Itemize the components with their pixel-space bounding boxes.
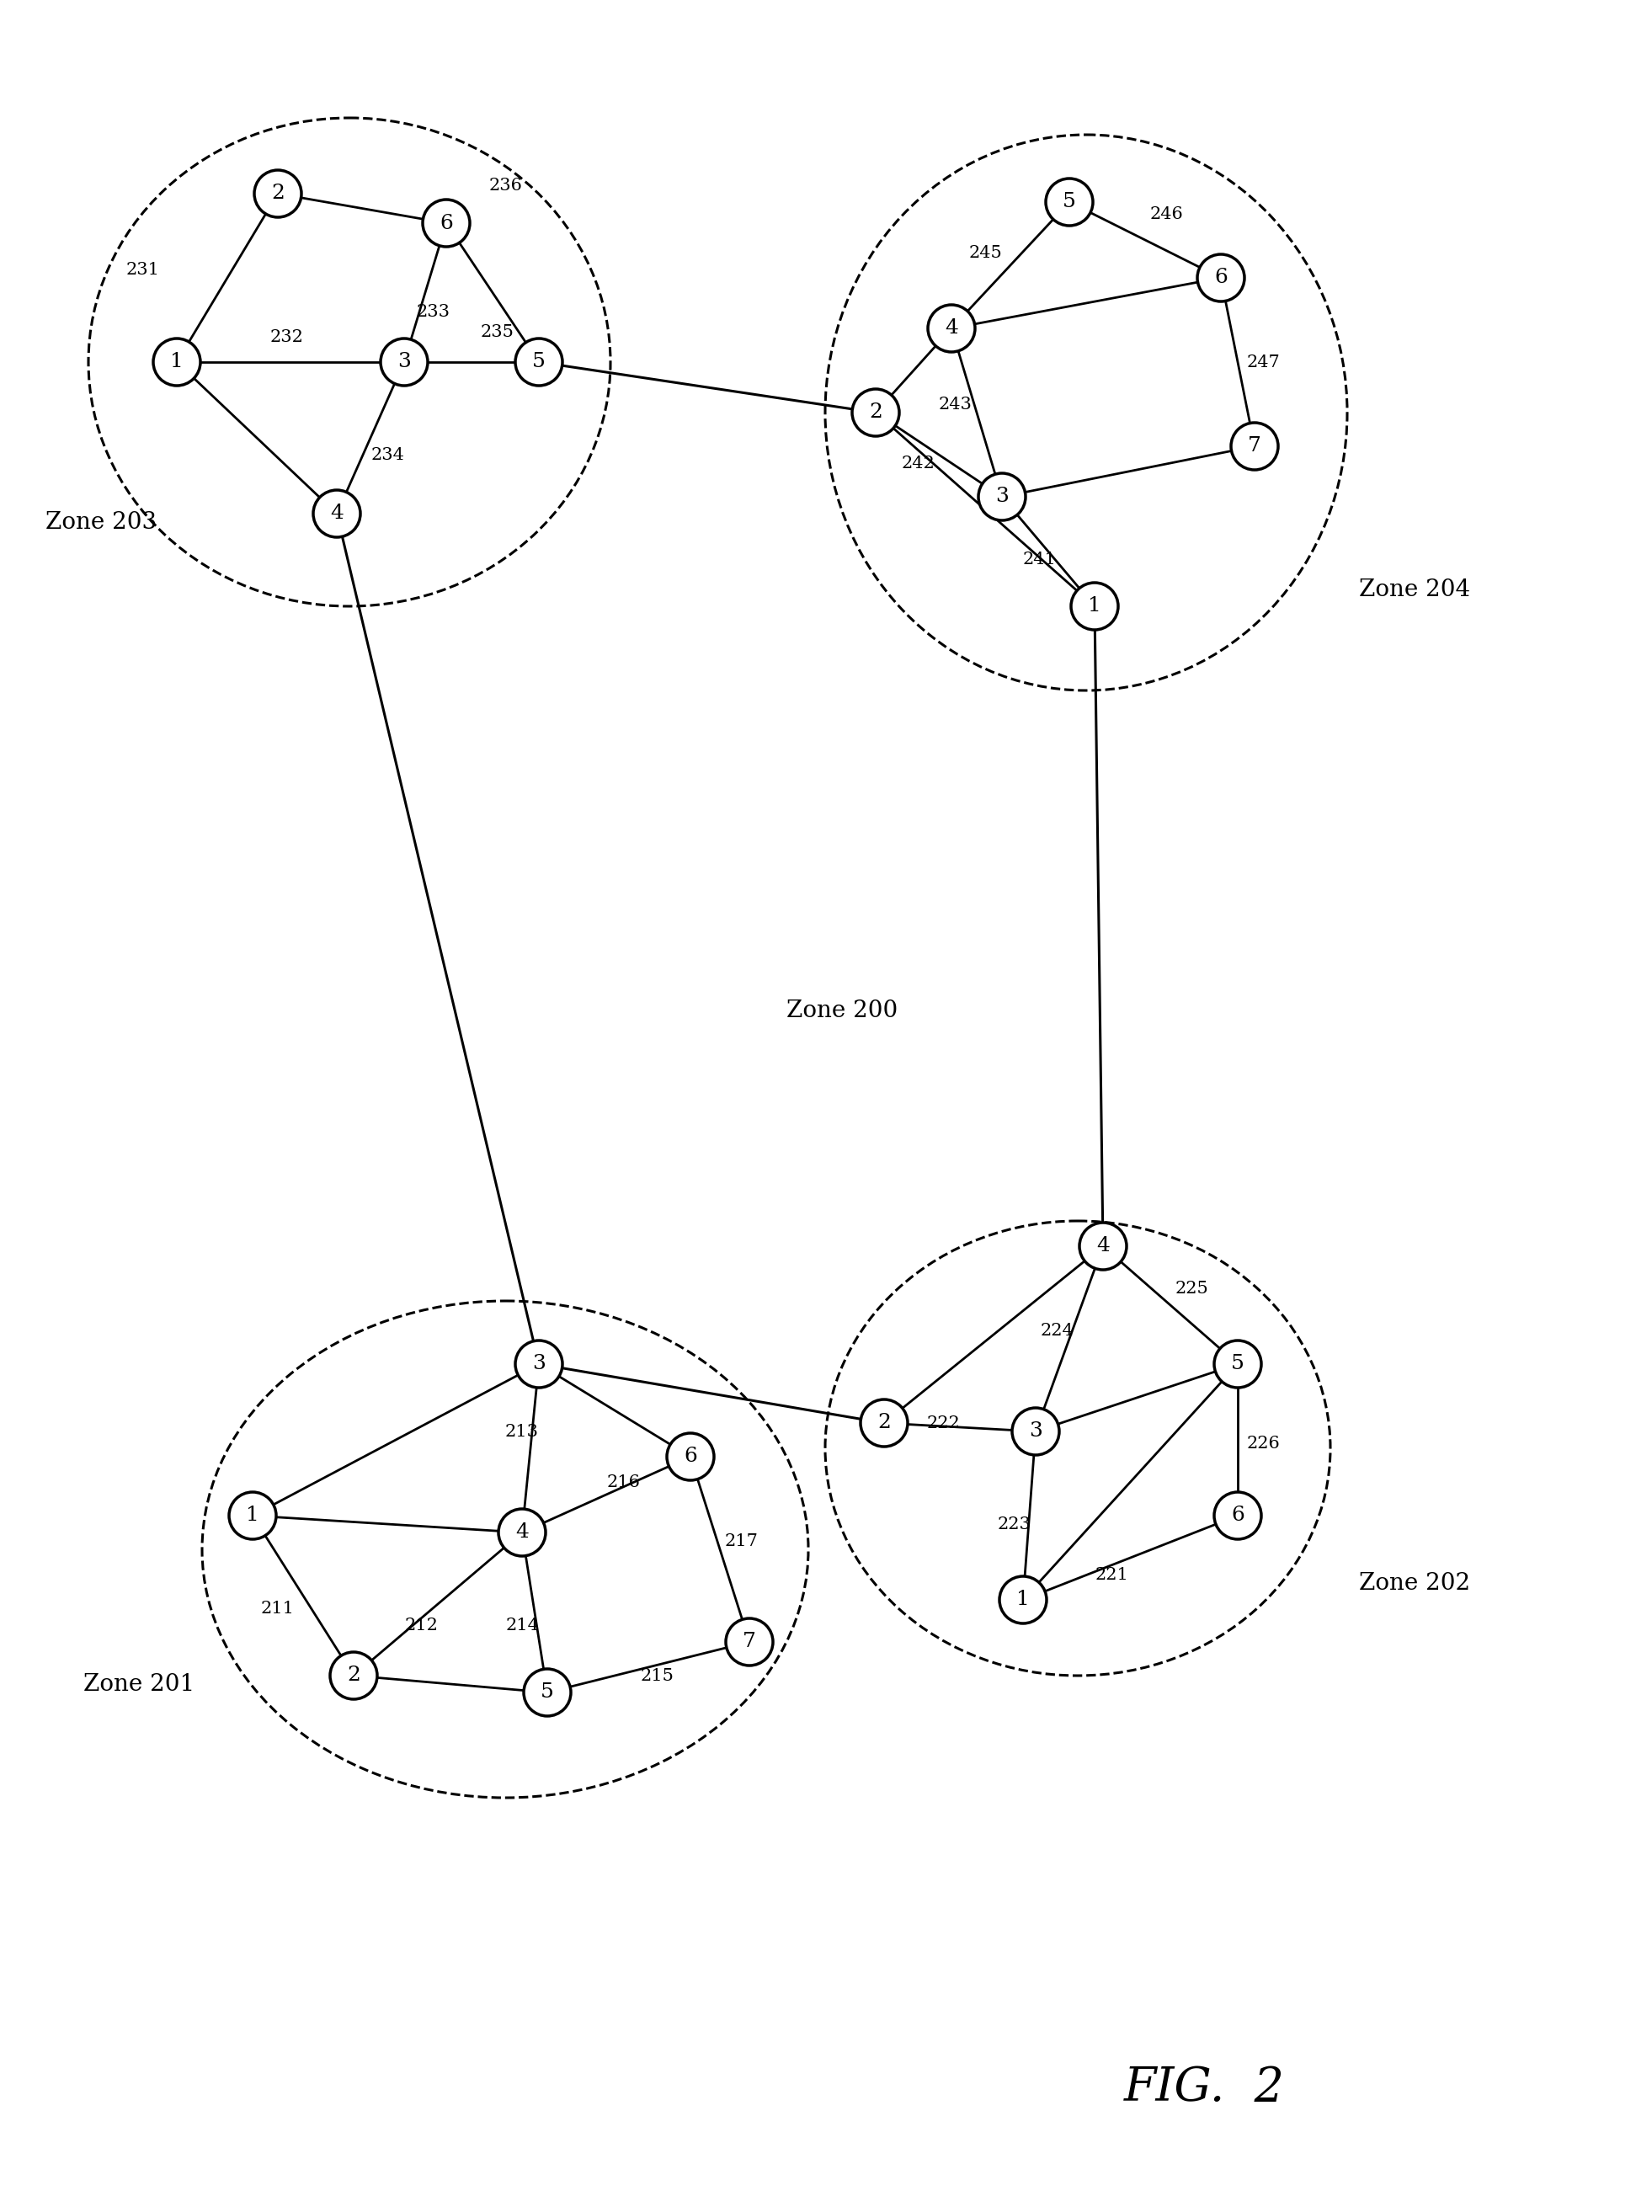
Text: Zone 200: Zone 200 [786, 1000, 897, 1022]
Text: 242: 242 [900, 456, 935, 471]
Circle shape [1046, 179, 1094, 226]
Text: 2: 2 [271, 184, 284, 204]
Circle shape [154, 338, 200, 385]
Circle shape [978, 473, 1026, 520]
Text: 4: 4 [1097, 1237, 1110, 1256]
Circle shape [852, 389, 899, 436]
Text: 7: 7 [743, 1632, 757, 1652]
Text: 5: 5 [540, 1683, 553, 1703]
Text: 217: 217 [724, 1533, 758, 1548]
Text: 234: 234 [370, 447, 405, 462]
Text: 6: 6 [439, 212, 453, 232]
Text: 2: 2 [877, 1413, 890, 1433]
Text: 1: 1 [1016, 1590, 1029, 1610]
Text: 247: 247 [1246, 354, 1280, 369]
Circle shape [667, 1433, 714, 1480]
Text: 6: 6 [1214, 268, 1227, 288]
Text: FIG.  2: FIG. 2 [1123, 2066, 1284, 2110]
Text: 216: 216 [606, 1473, 639, 1491]
Text: 214: 214 [506, 1617, 539, 1632]
Circle shape [1214, 1493, 1262, 1540]
Text: 3: 3 [1029, 1422, 1042, 1442]
Circle shape [499, 1509, 545, 1555]
Text: 235: 235 [481, 325, 514, 341]
Text: 6: 6 [684, 1447, 697, 1467]
Text: 221: 221 [1095, 1566, 1128, 1582]
Circle shape [1198, 254, 1244, 301]
Text: 1: 1 [246, 1506, 259, 1526]
Circle shape [380, 338, 428, 385]
Text: 243: 243 [938, 396, 973, 411]
Circle shape [515, 1340, 562, 1387]
Text: 3: 3 [995, 487, 1009, 507]
Text: 3: 3 [398, 352, 411, 372]
Text: Zone 203: Zone 203 [45, 511, 157, 533]
Circle shape [928, 305, 975, 352]
Circle shape [254, 170, 301, 217]
Text: 246: 246 [1150, 206, 1183, 223]
Circle shape [524, 1668, 572, 1717]
Text: 2: 2 [347, 1666, 360, 1686]
Circle shape [1231, 422, 1279, 469]
Circle shape [423, 199, 469, 248]
Text: 2: 2 [869, 403, 882, 422]
Text: 224: 224 [1041, 1323, 1074, 1338]
Text: 223: 223 [998, 1515, 1031, 1533]
Circle shape [1214, 1340, 1262, 1387]
Text: Zone 202: Zone 202 [1360, 1573, 1470, 1595]
Text: 226: 226 [1246, 1436, 1280, 1451]
Text: 222: 222 [927, 1416, 960, 1431]
Text: 3: 3 [532, 1354, 545, 1374]
Text: 5: 5 [1062, 192, 1075, 212]
Circle shape [725, 1619, 773, 1666]
Text: Zone 201: Zone 201 [83, 1672, 195, 1694]
Circle shape [515, 338, 562, 385]
Text: Zone 204: Zone 204 [1360, 577, 1470, 602]
Text: 213: 213 [506, 1425, 539, 1440]
Circle shape [999, 1577, 1047, 1624]
Text: 225: 225 [1175, 1281, 1208, 1296]
Text: 241: 241 [1023, 553, 1057, 568]
Text: 6: 6 [1231, 1506, 1244, 1526]
Text: 236: 236 [489, 177, 522, 192]
Text: 211: 211 [261, 1599, 294, 1617]
Circle shape [314, 491, 360, 538]
Text: 215: 215 [639, 1668, 674, 1683]
Circle shape [861, 1400, 907, 1447]
Circle shape [330, 1652, 377, 1699]
Text: 5: 5 [532, 352, 545, 372]
Text: 212: 212 [405, 1617, 438, 1632]
Text: 7: 7 [1247, 436, 1260, 456]
Text: 231: 231 [126, 261, 160, 276]
Text: 232: 232 [269, 330, 302, 345]
Text: 1: 1 [1089, 597, 1102, 615]
Circle shape [1013, 1407, 1059, 1455]
Text: 4: 4 [945, 319, 958, 338]
Circle shape [1079, 1223, 1127, 1270]
Text: 4: 4 [515, 1522, 529, 1542]
Text: 4: 4 [330, 504, 344, 524]
Text: 5: 5 [1231, 1354, 1244, 1374]
Text: 233: 233 [416, 303, 451, 319]
Circle shape [230, 1493, 276, 1540]
Text: 1: 1 [170, 352, 183, 372]
Text: 245: 245 [968, 246, 1001, 261]
Circle shape [1070, 582, 1118, 630]
